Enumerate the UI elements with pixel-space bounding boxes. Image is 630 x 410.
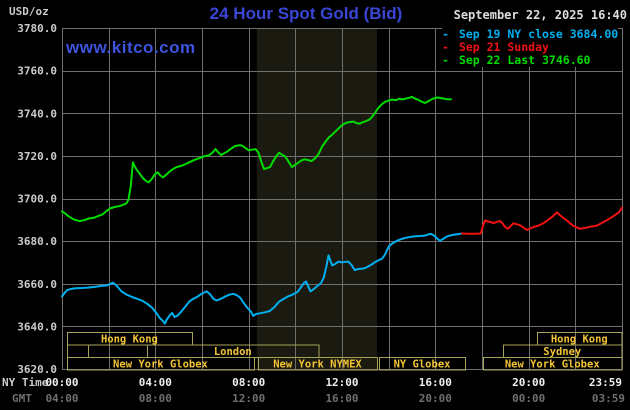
legend-label: Sep 19 NY close 3684.00 bbox=[452, 27, 619, 41]
session-label-new-york-globex: New York Globex bbox=[505, 359, 601, 371]
chart-legend: - Sep 19 NY close 3684.00- Sep 21 Sunday… bbox=[442, 28, 619, 67]
session-box-new-york-globex bbox=[482, 357, 623, 371]
y-tick-label: 3660.0 bbox=[17, 278, 57, 291]
session-box-ny-globex bbox=[379, 357, 466, 371]
y-tick-label: 3680.0 bbox=[17, 235, 57, 248]
x-tick-label-gmt: 03:59 bbox=[592, 392, 625, 405]
session-box-new-york-nymex bbox=[258, 357, 378, 371]
y-tick-label: 3780.0 bbox=[17, 22, 57, 35]
session-box-unlabeled bbox=[87, 344, 148, 358]
sep22-today-line bbox=[61, 95, 452, 223]
session-label-ny-globex: NY Globex bbox=[394, 359, 452, 371]
legend-item-2: - Sep 21 Sunday bbox=[442, 41, 618, 54]
chart-title: 24 Hour Spot Gold (Bid) bbox=[209, 4, 403, 23]
kitco-watermark: www.kitco.com bbox=[66, 38, 196, 57]
legend-swatch: - bbox=[442, 53, 449, 67]
session-label-new-york-nymex: New York NYMEX bbox=[273, 359, 362, 371]
x-tick-label-ny: 20:00 bbox=[512, 376, 545, 389]
x-tick-label-gmt: 12:00 bbox=[232, 392, 265, 405]
legend-item-1: - Sep 19 NY close 3684.00 bbox=[442, 28, 618, 41]
session-label-sydney: Sydney bbox=[543, 346, 582, 358]
legend-label: Sep 22 Last 3746.60 bbox=[452, 53, 591, 67]
y-tick-label: 3620.0 bbox=[17, 363, 57, 376]
legend-swatch: - bbox=[442, 40, 449, 54]
y-tick-label: 3760.0 bbox=[17, 65, 57, 78]
session-label-new-york-globex: New York Globex bbox=[113, 359, 209, 371]
x-tick-label-ny: 23:59 bbox=[589, 376, 622, 389]
x-tick-label-ny: 00:00 bbox=[45, 376, 78, 389]
y-tick-label: 3740.0 bbox=[17, 107, 57, 120]
x-tick-label-ny: 16:00 bbox=[419, 376, 452, 389]
x-tick-label-gmt: 08:00 bbox=[139, 392, 172, 405]
legend-item-3: - Sep 22 Last 3746.60 bbox=[442, 54, 618, 67]
y-axis-units-label: USD/oz bbox=[9, 5, 49, 18]
x-tick-label-gmt: 00:00 bbox=[512, 392, 545, 405]
y-tick-label: 3640.0 bbox=[17, 320, 57, 333]
y-tick-label: 3700.0 bbox=[17, 193, 57, 206]
session-box-unlabeled bbox=[66, 344, 89, 358]
sep21-sunday-line bbox=[460, 206, 623, 235]
x-axis-secondary-name: GMT bbox=[12, 392, 32, 405]
session-box-new-york-globex bbox=[66, 357, 256, 371]
chart-datetime: September 22, 2025 16:40 bbox=[453, 8, 627, 22]
y-tick-label: 3720.0 bbox=[17, 150, 57, 163]
x-tick-label-ny: 12:00 bbox=[325, 376, 358, 389]
x-tick-label-gmt: 20:00 bbox=[419, 392, 452, 405]
session-label-london: London bbox=[214, 346, 252, 358]
legend-swatch: - bbox=[442, 27, 449, 41]
session-label-hong-kong: Hong Kong bbox=[551, 334, 608, 346]
nymex-session-highlight-band bbox=[256, 28, 377, 369]
x-tick-label-gmt: 04:00 bbox=[45, 392, 78, 405]
sep19-ny-close-line bbox=[61, 232, 463, 325]
x-tick-label-ny: 04:00 bbox=[139, 376, 172, 389]
session-label-hong-kong: Hong Kong bbox=[101, 334, 158, 346]
x-tick-label-gmt: 16:00 bbox=[325, 392, 358, 405]
x-tick-label-ny: 08:00 bbox=[232, 376, 265, 389]
x-axis-name: NY Time bbox=[2, 376, 49, 389]
legend-label: Sep 21 Sunday bbox=[452, 40, 549, 54]
